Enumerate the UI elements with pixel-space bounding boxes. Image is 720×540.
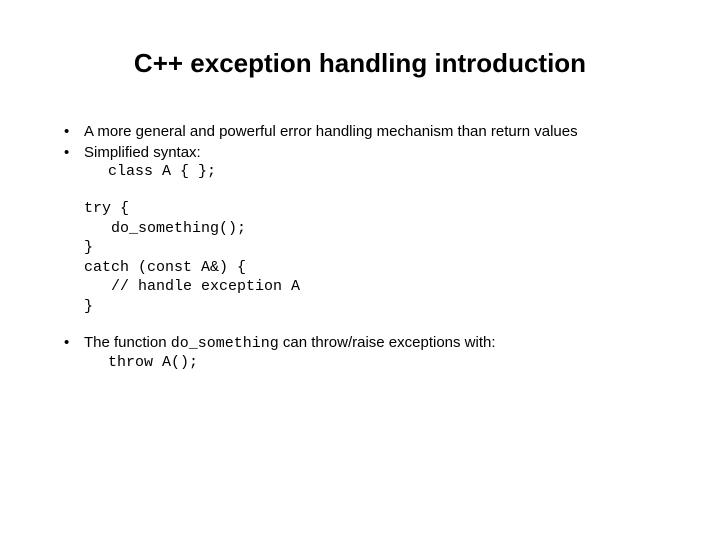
slide: C++ exception handling introduction A mo… xyxy=(0,0,720,540)
bullet-list-2: The function do_something can throw/rais… xyxy=(60,334,660,373)
code-inline: do_something xyxy=(171,335,279,352)
code-inline: throw A(); xyxy=(108,354,660,373)
bullet-item-2: Simplified syntax: class A { }; xyxy=(60,144,660,182)
code-block: try { do_something(); } catch (const A&)… xyxy=(84,199,660,316)
code-inline: class A { }; xyxy=(108,163,660,182)
slide-title: C++ exception handling introduction xyxy=(60,48,660,79)
bullet-text-post: can throw/raise exceptions with: xyxy=(279,334,496,351)
bullet-text: Simplified syntax: xyxy=(84,144,201,161)
bullet-item-1: A more general and powerful error handli… xyxy=(60,123,660,142)
bullet-list: A more general and powerful error handli… xyxy=(60,123,660,181)
bullet-text: A more general and powerful error handli… xyxy=(84,123,578,140)
bullet-text-pre: The function xyxy=(84,334,171,351)
bullet-item-3: The function do_something can throw/rais… xyxy=(60,334,660,373)
